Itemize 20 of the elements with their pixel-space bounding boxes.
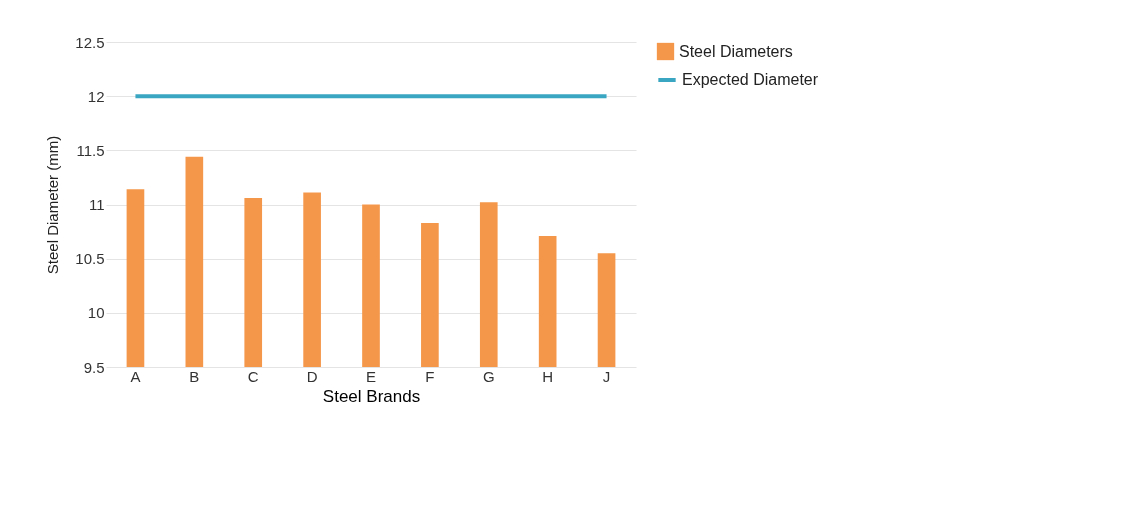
y-tick-label: 10 bbox=[87, 304, 105, 322]
legend-label: Expected Diameter bbox=[682, 71, 819, 88]
y-tick-label: 12 bbox=[87, 87, 105, 105]
x-tick-label: J bbox=[602, 367, 611, 385]
x-tick-label: C bbox=[247, 367, 259, 385]
y-tick-label: 11.5 bbox=[76, 141, 105, 159]
x-tick-label: A bbox=[130, 367, 141, 385]
y-tick-label: 12.5 bbox=[75, 33, 105, 51]
legend-label: Steel Diameters bbox=[679, 42, 793, 60]
x-tick-label: F bbox=[425, 367, 435, 385]
x-tick-label: D bbox=[306, 367, 318, 385]
x-axis-title: Steel Brands bbox=[322, 386, 421, 406]
y-tick-label: 9.5 bbox=[83, 358, 105, 376]
x-tick-label: B bbox=[189, 367, 200, 385]
y-axis-title: Steel Diameter (mm) bbox=[44, 135, 62, 275]
x-tick-label: E bbox=[365, 367, 377, 385]
y-tick-label: 11 bbox=[88, 196, 105, 213]
y-tick-label: 10.5 bbox=[75, 250, 105, 268]
x-tick-label: H bbox=[542, 367, 554, 385]
x-tick-label: G bbox=[482, 367, 495, 385]
